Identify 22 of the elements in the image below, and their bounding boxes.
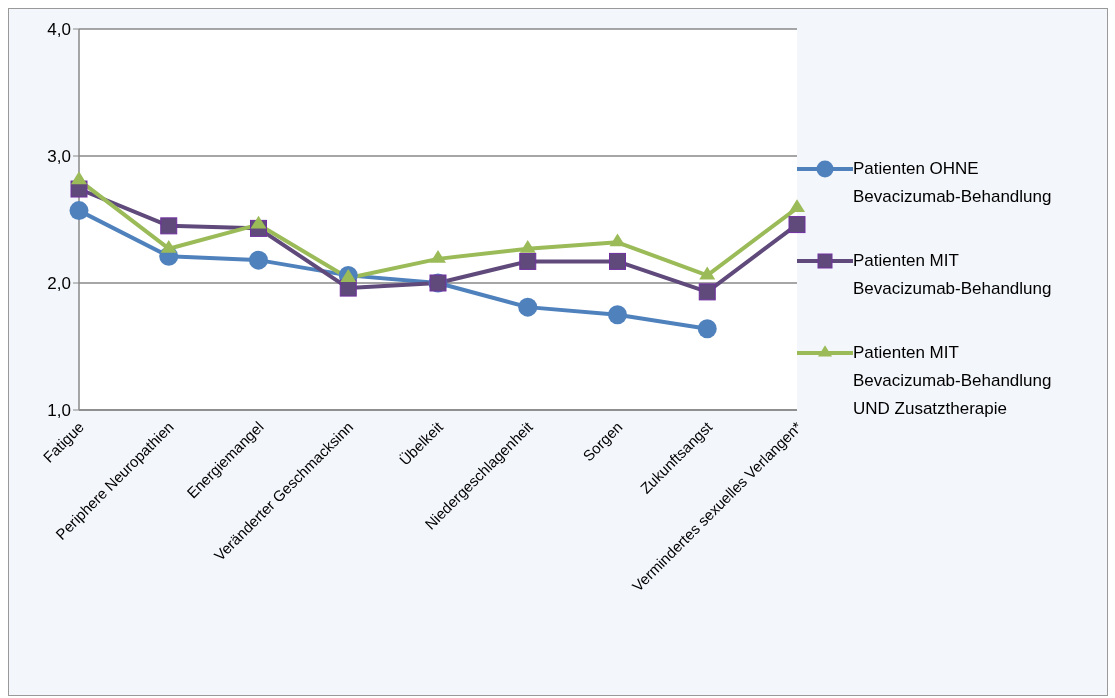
point (160, 217, 178, 235)
point (249, 250, 268, 270)
point (698, 283, 716, 301)
point (518, 297, 538, 317)
y-tick-label: 3,0 (47, 147, 71, 167)
y-tick-label: 4,0 (47, 20, 71, 40)
legend-label: Patienten MIT Bevacizumab-Behandlung (853, 250, 1053, 300)
point (609, 252, 626, 270)
point (789, 199, 805, 213)
legend-label: Patienten MIT Bevacizumab-Behandlung UND Zusatztherapie (853, 342, 1053, 420)
y-tick-label: 2,0 (47, 274, 71, 294)
y-tick-label: 1,0 (47, 401, 71, 421)
point (69, 201, 89, 221)
point (608, 305, 627, 325)
point (788, 216, 806, 234)
point (609, 233, 626, 247)
point (697, 319, 717, 339)
legend-label: Patienten OHNE Bevacizumab-Behandlung (853, 158, 1053, 208)
point (430, 250, 446, 263)
point (250, 215, 267, 229)
point (519, 252, 537, 270)
point (71, 171, 87, 185)
